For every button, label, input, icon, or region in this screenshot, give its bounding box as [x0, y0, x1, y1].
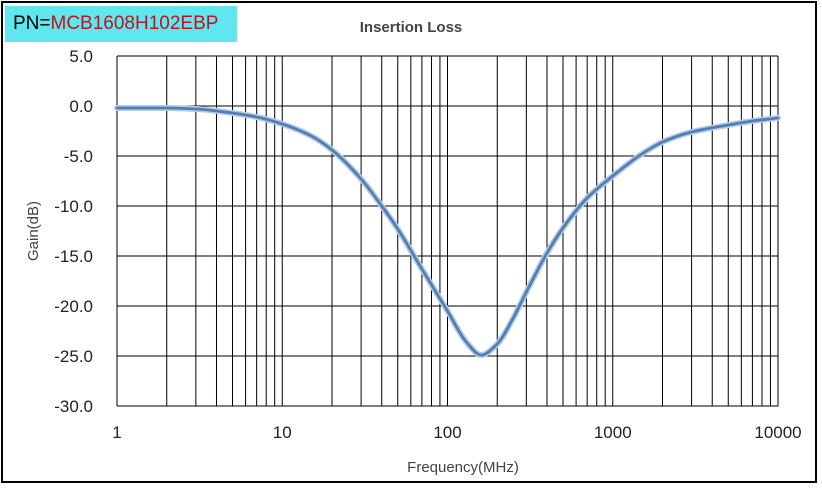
part-number-value: MCB1608H102EBP: [50, 13, 219, 34]
x-tick-label: 100: [433, 423, 461, 442]
part-number-label: PN=MCB1608H102EBP: [5, 6, 237, 42]
chart-title: Insertion Loss: [360, 19, 463, 36]
y-tick-label: -20.0: [54, 297, 93, 316]
y-axis-title: Gain(dB): [25, 201, 42, 261]
series-line: [115, 106, 780, 357]
y-tick-label: 5.0: [69, 47, 93, 66]
x-tick-label: 1000: [594, 423, 632, 442]
y-tick-label: -5.0: [64, 147, 93, 166]
y-tick-label: -25.0: [54, 347, 93, 366]
x-tick-label: 1: [112, 423, 121, 442]
y-tick-label: -15.0: [54, 247, 93, 266]
grid-lines: [116, 55, 779, 407]
plot-area: [114, 104, 781, 358]
y-tick-label: 0.0: [69, 97, 93, 116]
part-number-prefix: PN=: [13, 13, 51, 34]
x-tick-label: 10: [273, 423, 292, 442]
y-tick-label: -30.0: [54, 397, 93, 416]
y-tick-label: -10.0: [54, 197, 93, 216]
x-tick-label: 10000: [754, 423, 801, 442]
x-axis-title: Frequency(MHz): [407, 459, 519, 476]
tick-labels: 5.0 0.0 -5.0 -10.0 -15.0 -20.0 -25.0 -30.0 1 10 10…: [54, 47, 801, 442]
